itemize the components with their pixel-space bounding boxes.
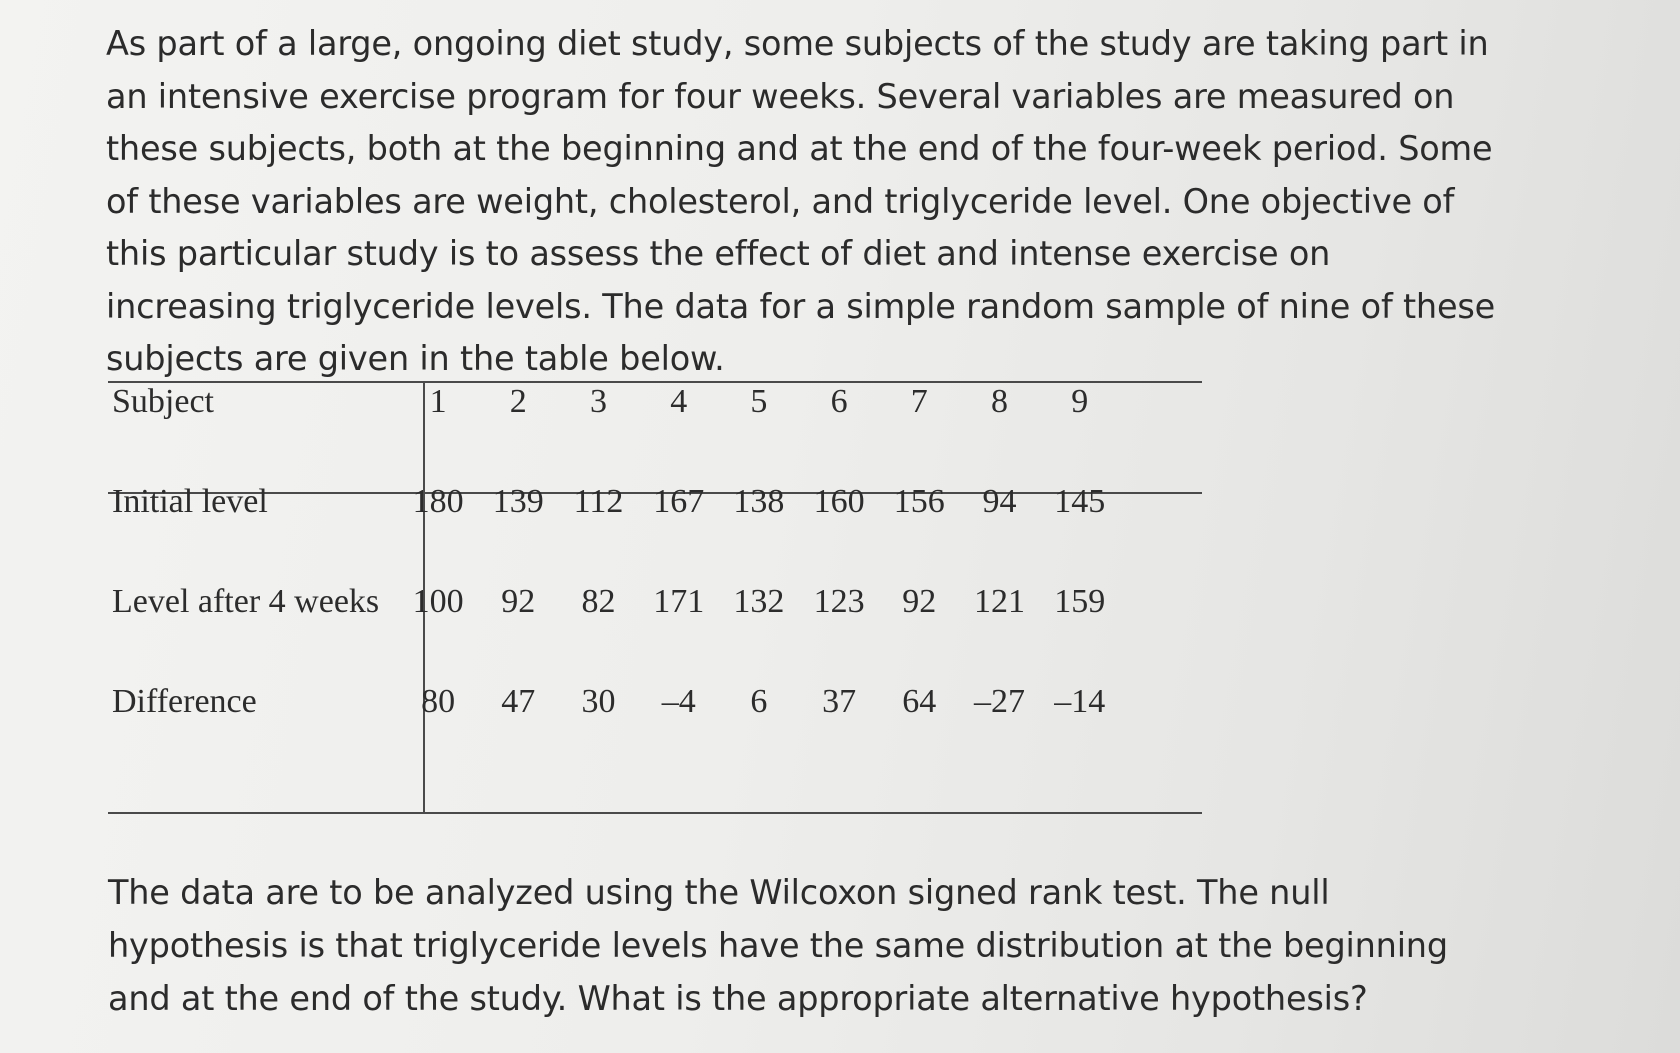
initial-level-row-cell: 138 bbox=[733, 483, 785, 520]
subject-row-cell: 3 bbox=[590, 383, 607, 420]
difference-row-cell: 30 bbox=[581, 683, 616, 720]
level-after-row-cell: 132 bbox=[733, 583, 785, 620]
table-bottom-rule bbox=[108, 812, 1202, 814]
initial-level-row-cell: 94 bbox=[982, 483, 1017, 520]
intro-paragraph: As part of a large, ongoing diet study, … bbox=[106, 24, 1496, 378]
table-header-rule bbox=[108, 492, 1202, 494]
subject-row-cell: 1 bbox=[429, 383, 447, 420]
subject-row-cell: 9 bbox=[1071, 383, 1089, 420]
difference-row-cell: 37 bbox=[822, 683, 857, 720]
initial-level-row-cell: 156 bbox=[893, 483, 945, 520]
difference-row-cell: 6 bbox=[750, 683, 768, 720]
subject-row-cell: 2 bbox=[509, 383, 527, 420]
subject-row-cell: 5 bbox=[750, 383, 768, 420]
level-after-row-cell: 159 bbox=[1054, 583, 1106, 620]
subject-row-cell: 4 bbox=[670, 383, 688, 420]
table-vertical-rule bbox=[423, 381, 425, 814]
level-after-row-cell: 92 bbox=[501, 583, 536, 620]
subject-row-cell: 8 bbox=[991, 383, 1008, 420]
level-after-row-label: Level after 4 weeks bbox=[112, 583, 380, 620]
level-after-row-cell: 100 bbox=[412, 583, 464, 620]
difference-row-cell: 80 bbox=[421, 683, 456, 720]
subject-row-cell: 6 bbox=[830, 383, 848, 420]
subject-row-cell: 7 bbox=[910, 383, 928, 420]
difference-row-cell: –4 bbox=[661, 683, 696, 720]
difference-row-cell: 64 bbox=[902, 683, 937, 720]
level-after-row-cell: 121 bbox=[974, 583, 1025, 620]
difference-row-cell: 47 bbox=[501, 683, 536, 720]
initial-level-row-label: Initial level bbox=[112, 483, 268, 520]
initial-level-row-cell: 145 bbox=[1054, 483, 1106, 520]
subject-row-label: Subject bbox=[112, 383, 214, 420]
level-after-row-cell: 82 bbox=[581, 583, 616, 620]
initial-level-row-cell: 167 bbox=[653, 483, 705, 520]
question-paragraph: The data are to be analyzed using the Wi… bbox=[108, 873, 1448, 1018]
initial-level-row-cell: 160 bbox=[813, 483, 865, 520]
level-after-row-cell: 92 bbox=[902, 583, 937, 620]
difference-row-label: Difference bbox=[112, 683, 257, 720]
initial-level-row-cell: 112 bbox=[573, 483, 624, 520]
initial-level-row-cell: 139 bbox=[492, 483, 544, 520]
difference-row-cell: –27 bbox=[974, 683, 1025, 720]
difference-row-cell: –14 bbox=[1054, 683, 1106, 720]
level-after-row-cell: 171 bbox=[653, 583, 705, 620]
table-top-rule bbox=[108, 381, 1202, 383]
level-after-row-cell: 123 bbox=[813, 583, 865, 620]
initial-level-row-cell: 180 bbox=[412, 483, 464, 520]
data-table: Subject 1 2 3 4 5 6 7 8 9 Initial level 180 139 112 16… bbox=[108, 381, 1202, 815]
